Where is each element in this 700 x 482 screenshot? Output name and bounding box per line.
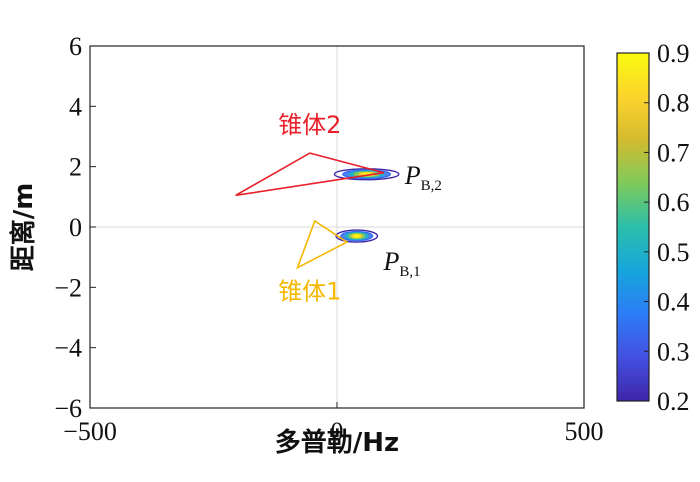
colorbar-tick-label: 0.7: [657, 138, 690, 167]
colorbar-tick-label: 0.4: [657, 288, 690, 317]
y-tick-label: −6: [54, 394, 82, 423]
peak-label: PB,1: [383, 247, 421, 280]
y-tick-label: −2: [54, 273, 82, 302]
contour-peak-2: PB,1: [335, 229, 421, 280]
annotation-triangle: [296, 219, 349, 270]
colorbar-tick-label: 0.3: [657, 337, 690, 366]
y-tick-label: 0: [69, 213, 82, 242]
colorbar-tick-label: 0.6: [657, 188, 690, 217]
contour-peak-1: PB,2: [333, 161, 442, 194]
peak-label: PB,2: [404, 161, 442, 194]
y-tick-label: 4: [69, 92, 82, 121]
y-tick-label: 2: [69, 153, 82, 182]
grid-lines: [90, 46, 584, 408]
contour-level: [353, 234, 360, 238]
y-tick-label: −4: [54, 334, 82, 363]
colorbar: [616, 52, 650, 402]
annotation-label: 锥体1: [278, 278, 341, 306]
contour-layer: PB,2 PB,1: [333, 161, 442, 280]
annotation-label: 锥体2: [278, 111, 341, 139]
y-tick-label: 6: [69, 32, 82, 61]
colorbar-tick-label: 0.2: [657, 387, 690, 416]
colorbar-tick-label: 0.9: [657, 39, 690, 68]
annotation-1: 锥体2: [235, 111, 385, 197]
colorbar-tick-label: 0.8: [657, 89, 690, 118]
annotation-2: 锥体1: [278, 219, 349, 306]
x-tick-label: 0: [331, 417, 344, 446]
x-axis-label: 多普勒/Hz: [275, 427, 399, 458]
x-tick-label: 500: [565, 417, 604, 446]
x-tick-label: −500: [63, 417, 117, 446]
axis-ticks: −500 0 500 −6 −4 −2 0 2 4 6: [54, 32, 603, 446]
y-axis-label: 距离/m: [8, 183, 39, 272]
annotation-layer: 锥体2 锥体1: [235, 111, 385, 306]
colorbar-ticks: 0.9 0.8 0.7 0.6 0.5 0.4 0.3 0.2: [644, 39, 690, 416]
annotation-triangle: [235, 152, 385, 197]
contour-level: [335, 229, 379, 243]
colorbar-tick-label: 0.5: [657, 238, 690, 267]
